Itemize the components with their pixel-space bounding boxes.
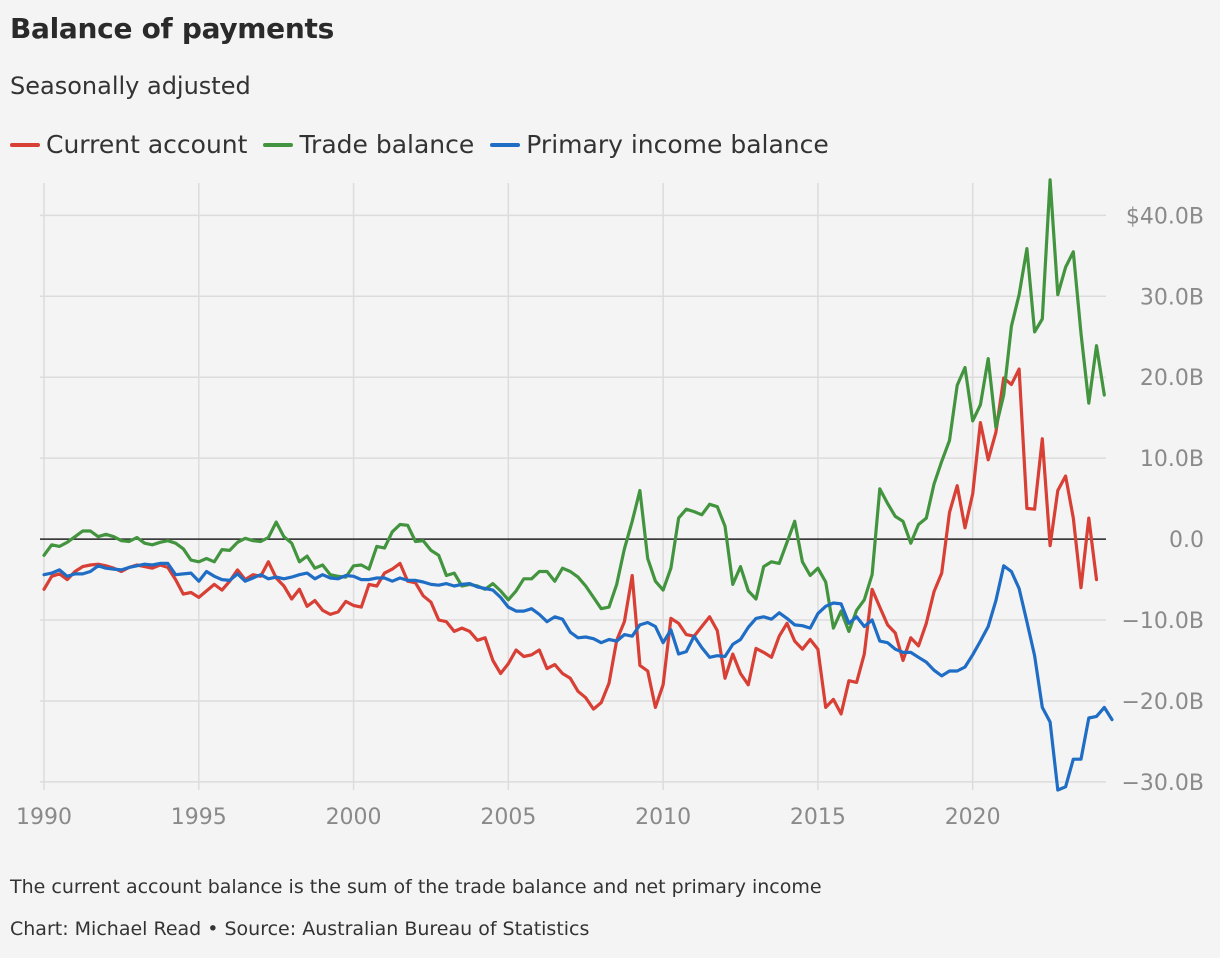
x-tick-label: 1995 xyxy=(171,805,227,830)
series-line-primary-income-balance xyxy=(42,561,1114,792)
legend-item-trade-balance: Trade balance xyxy=(263,130,474,159)
y-tick-label: 20.0B xyxy=(1140,366,1204,391)
line-chart: 1990 1995 2000 2005 2010 2015 2020 $40.0B 30.0B 2… xyxy=(16,178,1204,830)
chart-footnote: The current account balance is the sum o… xyxy=(10,876,822,898)
axis-labels: 1990 1995 2000 2005 2010 2015 2020 $40.0B 30.0B 2… xyxy=(16,204,1204,830)
chart-title: Balance of payments xyxy=(10,12,334,45)
series-line-current-account xyxy=(42,367,1099,716)
legend-item-primary-income: Primary income balance xyxy=(490,130,829,159)
y-tick-label: 0.0 xyxy=(1169,528,1204,553)
y-tick-label: −10.0B xyxy=(1121,609,1204,634)
legend-item-current-account: Current account xyxy=(10,130,247,159)
legend-swatch-trade-balance xyxy=(263,142,294,147)
x-tick-label: 1990 xyxy=(16,805,72,830)
chart-credit: Chart: Michael Read • Source: Australian… xyxy=(10,918,590,940)
series-lines xyxy=(42,178,1114,792)
y-tick-label: −20.0B xyxy=(1121,690,1204,715)
y-tick-label: $40.0B xyxy=(1126,204,1204,229)
chart-subtitle: Seasonally adjusted xyxy=(10,72,251,100)
legend-swatch-primary-income xyxy=(490,142,521,147)
x-tick-label: 2015 xyxy=(790,805,846,830)
gridlines xyxy=(40,183,1106,790)
x-tick-label: 2010 xyxy=(635,805,691,830)
chart-legend: Current account Trade balance Primary in… xyxy=(10,130,845,159)
legend-label-current-account: Current account xyxy=(46,130,248,159)
legend-label-primary-income: Primary income balance xyxy=(526,130,829,159)
x-tick-label: 2000 xyxy=(326,805,382,830)
y-tick-label: −30.0B xyxy=(1121,771,1204,796)
x-tick-label: 2020 xyxy=(945,805,1001,830)
y-tick-label: 30.0B xyxy=(1140,285,1204,310)
series-line-trade-balance xyxy=(42,178,1106,633)
y-tick-label: 10.0B xyxy=(1140,447,1204,472)
legend-label-trade-balance: Trade balance xyxy=(299,130,475,159)
legend-swatch-current-account xyxy=(10,142,40,147)
x-tick-label: 2005 xyxy=(480,805,536,830)
